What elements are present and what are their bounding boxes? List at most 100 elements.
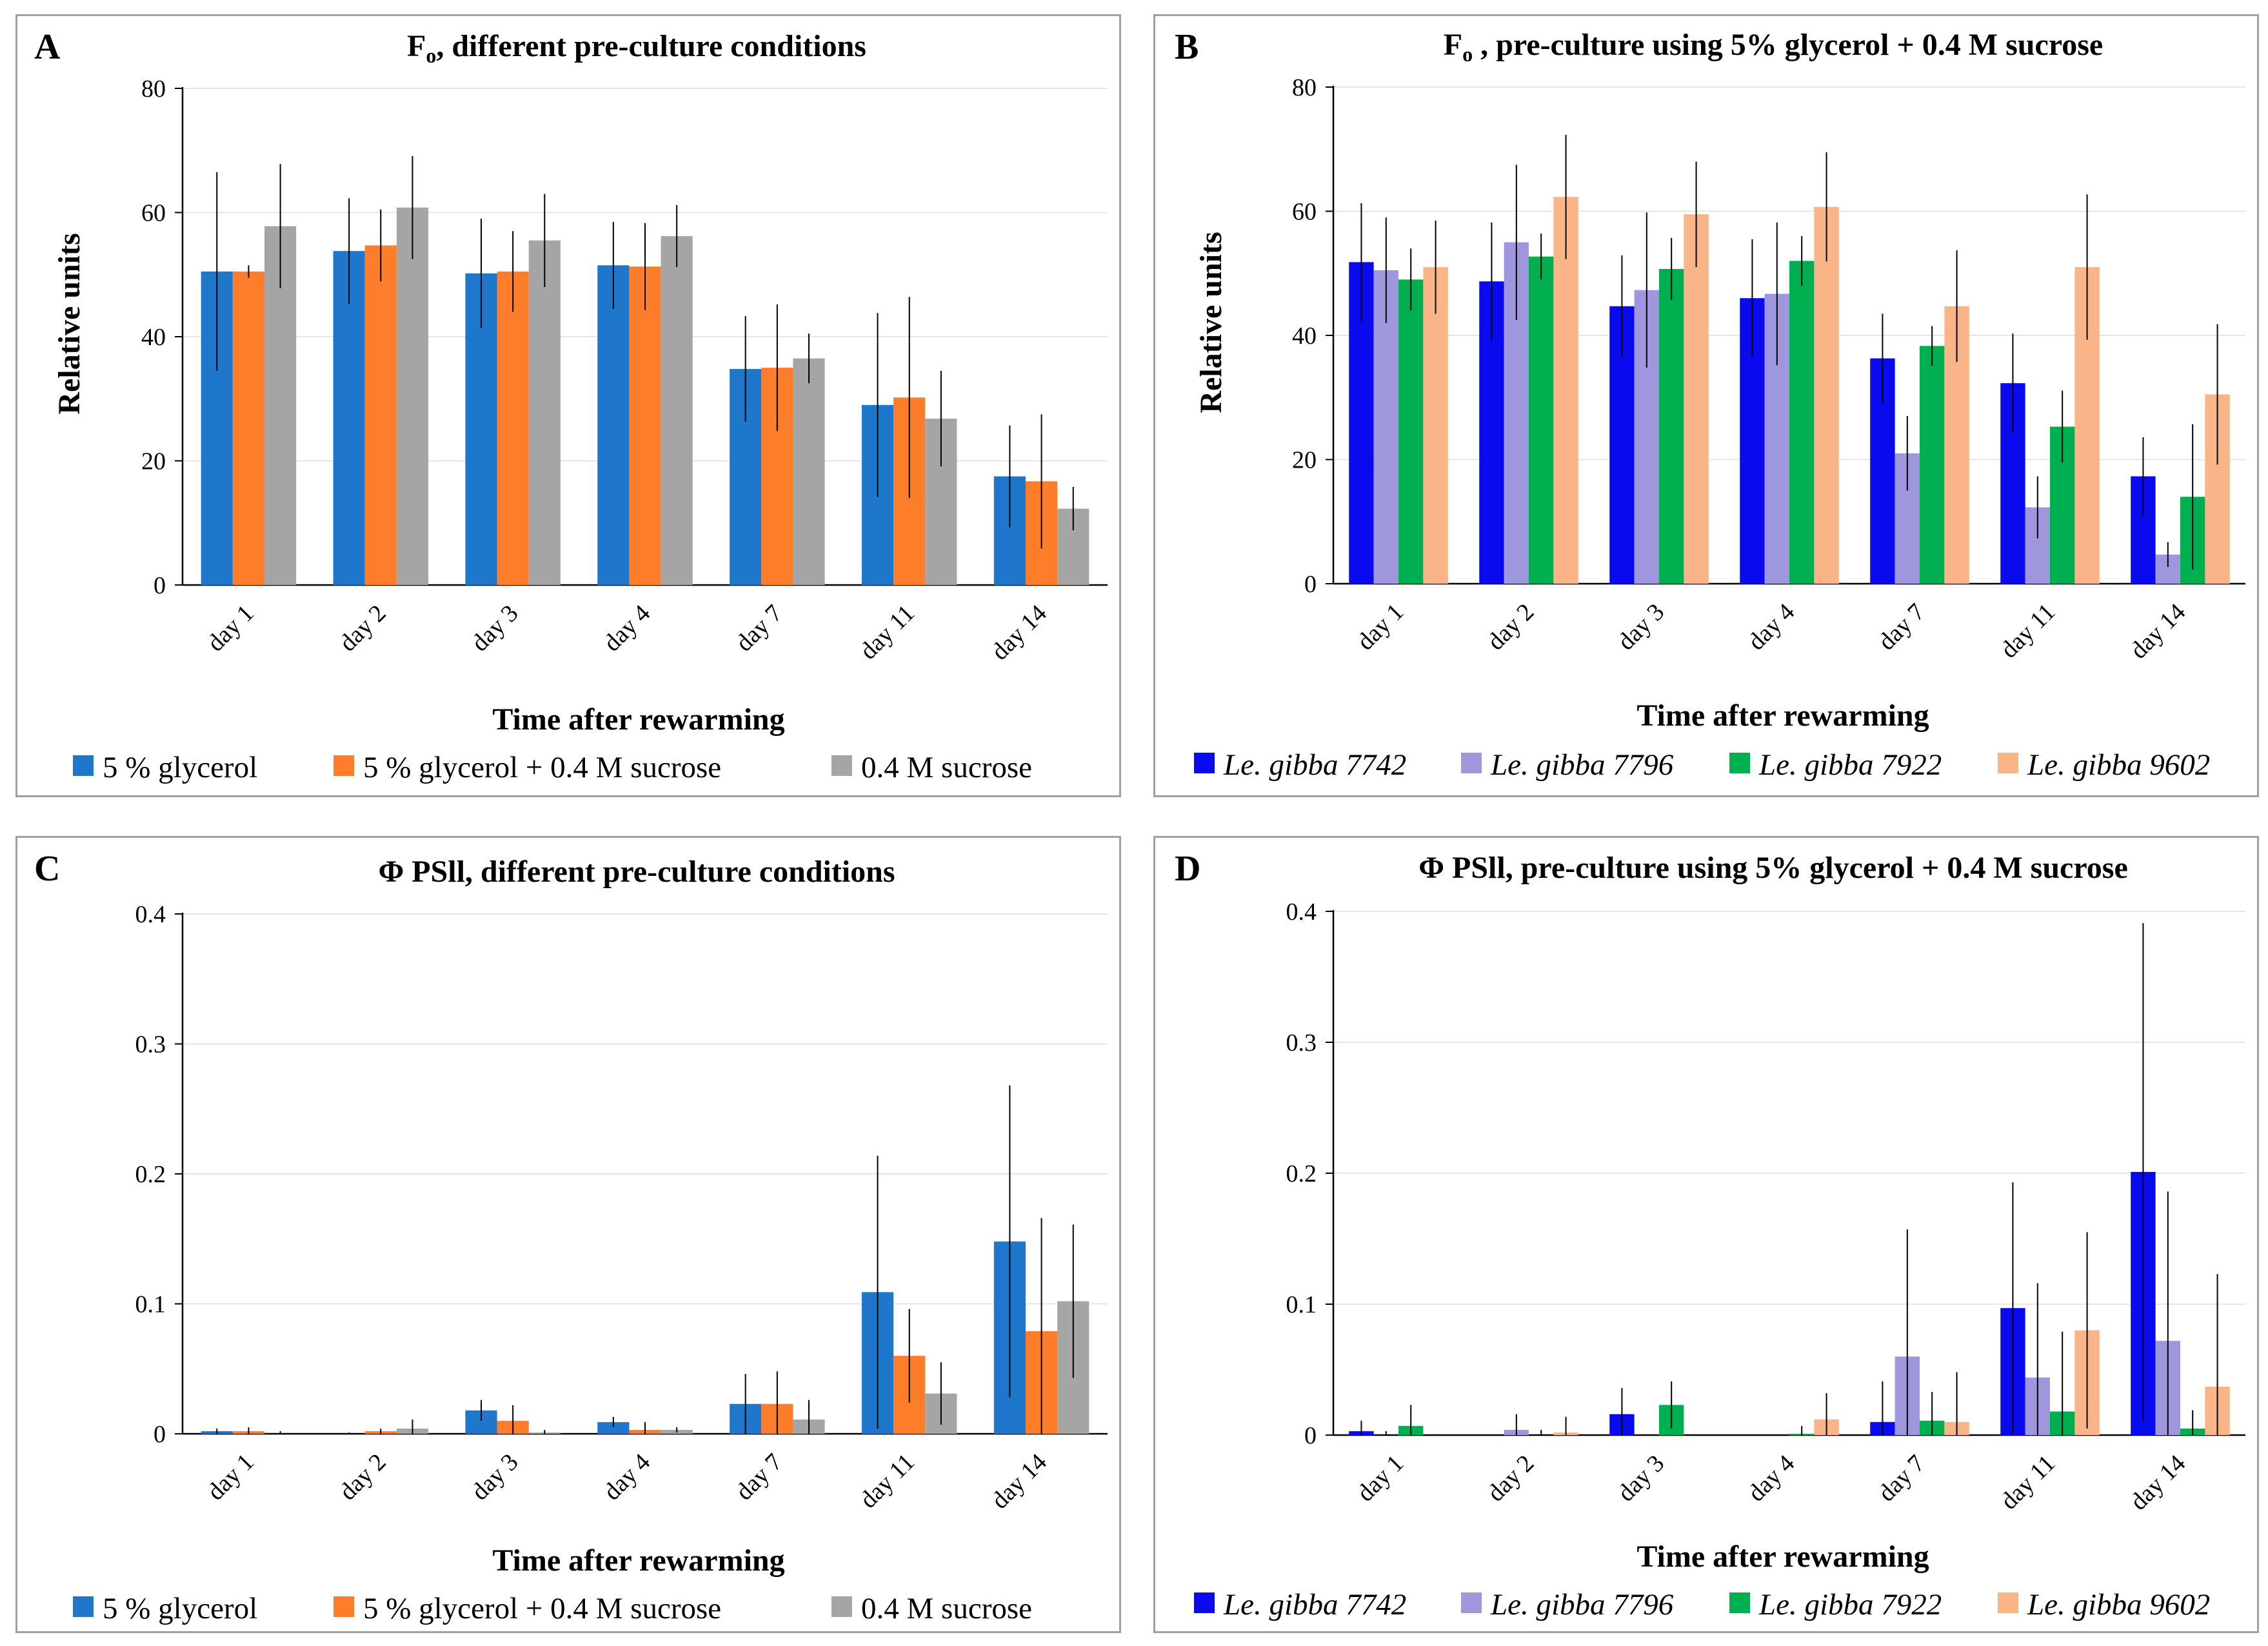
panel-letter-d: D [1175, 849, 1200, 889]
legend-label-b-2: Le. gibba 7922 [1758, 748, 1942, 782]
bar-b-s3-c0 [1423, 267, 1448, 584]
xtick-label-a-6: day 14 [986, 600, 1052, 666]
xtick-label-c-4: day 7 [731, 1449, 788, 1506]
panel-c: C Φ PSll, different pre-culture conditio… [15, 836, 1121, 1633]
bar-b-s3-c3 [1814, 206, 1839, 584]
ytick-label-b-4: 80 [1292, 74, 1317, 101]
chart-title-rest-a: , different pre-culture conditions [436, 29, 866, 63]
bar-a-s2-c3 [661, 236, 693, 585]
chart-title-main-c: Φ PSll, different pre-culture conditions [378, 855, 895, 889]
legend-swatch-b-2 [1729, 753, 1750, 773]
xtick-label-a-2: day 3 [466, 600, 524, 657]
legend-swatch-d-2 [1729, 1592, 1750, 1613]
bar-a-s1-c1 [364, 245, 397, 585]
legend-swatch-c-2 [831, 1596, 852, 1617]
legend-label-b-0: Le. gibba 7742 [1223, 748, 1406, 782]
bar-b-s2-c2 [1659, 269, 1684, 584]
bar-a-s0-c1 [333, 251, 365, 585]
xtick-label-a-3: day 4 [599, 600, 656, 657]
bar-a-s2-c4 [793, 358, 825, 585]
legend-label-d-3: Le. gibba 9602 [2027, 1588, 2210, 1621]
xtick-label-c-0: day 1 [202, 1449, 259, 1506]
ytick-label-d-4: 0.4 [1286, 898, 1317, 926]
legend-swatch-b-1 [1461, 753, 1482, 773]
bar-a-s2-c2 [528, 240, 561, 585]
legend-label-a-2: 0.4 M sucrose [861, 751, 1032, 784]
ytick-label-d-0: 0 [1304, 1422, 1317, 1449]
ytick-label-a-1: 20 [141, 448, 166, 475]
panel-d: D Φ PSll, pre-culture using 5% glycerol … [1153, 836, 2259, 1633]
chart-b: B Fo , pre-culture using 5% glycerol + 0… [1175, 27, 2245, 782]
legend-swatch-a-0 [73, 755, 94, 776]
legend-swatch-b-3 [1998, 753, 2018, 773]
legend-swatch-d-3 [1998, 1592, 2018, 1613]
xtick-label-d-2: day 3 [1613, 1450, 1670, 1507]
xtick-label-d-3: day 4 [1743, 1450, 1800, 1507]
y-axis-label-a: Relative units [52, 233, 86, 414]
ytick-label-a-0: 0 [154, 572, 166, 599]
legend-label-c-2: 0.4 M sucrose [861, 1592, 1032, 1625]
panel-b: B Fo , pre-culture using 5% glycerol + 0… [1153, 14, 2259, 797]
ytick-label-b-1: 20 [1292, 447, 1317, 474]
chart-a: A Fo, different pre-culture conditions 0 2… [34, 27, 1108, 784]
bar-a-s1-c2 [497, 271, 529, 585]
xtick-label-d-5: day 11 [1995, 1450, 2060, 1515]
bar-a-s0-c3 [597, 265, 630, 585]
ytick-label-b-2: 40 [1292, 322, 1317, 350]
bar-c-s0-c3 [597, 1422, 630, 1434]
bar-a-s1-c0 [232, 271, 265, 585]
legend-swatch-a-1 [333, 755, 354, 776]
legend-label-d-1: Le. gibba 7796 [1490, 1588, 1674, 1621]
chart-title-d: Φ PSll, pre-culture using 5% glycerol + … [1418, 851, 2128, 885]
xtick-label-d-1: day 2 [1482, 1450, 1540, 1507]
xtick-label-a-0: day 1 [202, 600, 259, 657]
xtick-label-c-2: day 3 [466, 1449, 524, 1506]
bar-a-s2-c1 [396, 207, 429, 585]
x-axis-label-a: Time after rewarming [492, 702, 784, 737]
bar-b-s3-c2 [1684, 214, 1709, 584]
legend-label-c-0: 5 % glycerol [103, 1592, 257, 1625]
panel-letter-c: C [34, 849, 60, 889]
xtick-label-b-5: day 11 [1995, 599, 2060, 664]
ytick-label-d-1: 0.1 [1286, 1291, 1317, 1318]
ytick-label-a-3: 60 [141, 200, 166, 227]
xtick-label-d-6: day 14 [2125, 1450, 2191, 1516]
legend-swatch-c-0 [73, 1596, 94, 1617]
panel-letter-a: A [34, 27, 61, 67]
xtick-label-a-5: day 11 [855, 600, 920, 665]
chart-title-b: Fo , pre-culture using 5% glycerol + 0.4… [1444, 28, 2103, 66]
legend-swatch-d-1 [1461, 1592, 1482, 1613]
ytick-label-d-3: 0.3 [1286, 1029, 1317, 1056]
legend-swatch-b-0 [1194, 753, 1215, 773]
legend-swatch-c-1 [333, 1596, 354, 1617]
chart-title-subscript-b: o [1462, 43, 1473, 66]
legend-swatch-a-2 [831, 755, 852, 776]
y-axis-label-b: Relative units [1194, 232, 1228, 413]
chart-title-c: Φ PSll, different pre-culture conditions [378, 855, 895, 889]
xtick-label-b-1: day 2 [1482, 599, 1540, 656]
ytick-label-c-0: 0 [154, 1421, 166, 1448]
xtick-label-a-4: day 7 [731, 600, 788, 657]
chart-title-main-d: Φ PSll, pre-culture using 5% glycerol + … [1418, 851, 2128, 885]
xtick-label-d-0: day 1 [1352, 1450, 1409, 1507]
xtick-label-d-4: day 7 [1873, 1450, 1931, 1507]
bar-b-s3-c1 [1553, 197, 1578, 584]
chart-d: D Φ PSll, pre-culture using 5% glycerol … [1175, 849, 2245, 1621]
xtick-label-c-6: day 14 [986, 1449, 1052, 1514]
ytick-label-c-2: 0.2 [135, 1161, 166, 1188]
legend-label-c-1: 5 % glycerol + 0.4 M sucrose [363, 1592, 721, 1625]
bar-a-s1-c3 [629, 266, 661, 585]
ytick-label-c-1: 0.1 [135, 1291, 166, 1318]
xtick-label-a-1: day 2 [334, 600, 392, 657]
bar-b-s2-c4 [1920, 346, 1945, 584]
ytick-label-b-0: 0 [1304, 571, 1317, 598]
xtick-label-c-5: day 11 [855, 1449, 920, 1514]
bar-b-s2-c3 [1789, 261, 1815, 584]
chart-c: C Φ PSll, different pre-culture conditio… [34, 849, 1108, 1625]
legend-label-b-3: Le. gibba 9602 [2027, 748, 2210, 782]
legend-label-b-1: Le. gibba 7796 [1490, 748, 1674, 782]
x-axis-label-c: Time after rewarming [492, 1543, 784, 1578]
x-axis-label-d: Time after rewarming [1636, 1540, 1929, 1574]
chart-title-main-b: F [1444, 28, 1462, 62]
xtick-label-c-3: day 4 [599, 1449, 656, 1506]
